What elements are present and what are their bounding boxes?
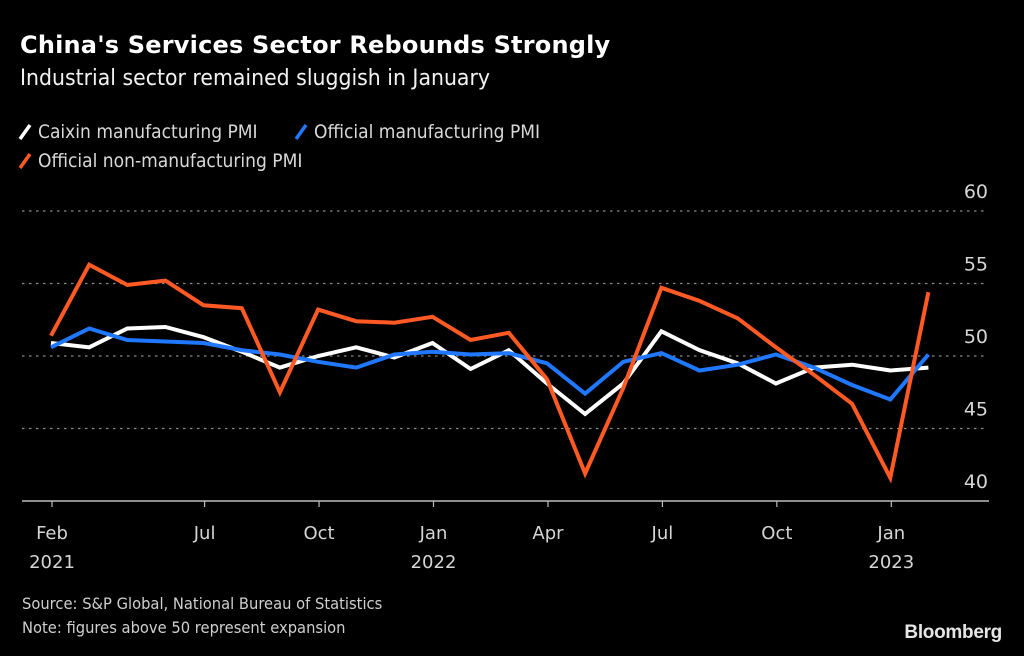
x-tick-year-label: 2023 [868, 552, 914, 573]
x-tick-label: Jul [651, 523, 674, 544]
x-tick-year-label: 2022 [411, 552, 457, 573]
legend-item-official-mfg: Official manufacturing PMI [294, 121, 565, 143]
x-tick-label: Apr [532, 523, 564, 544]
legend-swatch-blue-icon [294, 123, 308, 140]
legend: Caixin manufacturing PMI Official manufa… [18, 117, 577, 175]
x-tick-label: Oct [303, 523, 334, 544]
y-tick-label: 50 [964, 326, 988, 348]
legend-swatch-white-icon [18, 123, 32, 140]
legend-swatch-orange-icon [18, 152, 32, 169]
series-line-official-non-manufacturing-pmi [49, 261, 931, 484]
legend-label: Caixin manufacturing PMI [38, 120, 258, 143]
source-note: Source: S&P Global, National Bureau of S… [22, 594, 383, 613]
x-axis: Feb 2021 Jul Oct Jan 2022 Apr Jul Oct Jan 2023 [22, 500, 989, 573]
x-tick-year-label: 2021 [29, 552, 75, 573]
chart-subtitle: Industrial sector remained sluggish in J… [20, 66, 490, 91]
y-axis: 40 45 50 55 60 [964, 181, 988, 493]
x-tick-label: Jan [876, 523, 905, 544]
x-tick-label: Jul [193, 523, 216, 544]
series-line-caixin-manufacturing-pmi [50, 324, 929, 417]
series-lines [49, 261, 931, 484]
bloomberg-logo: Bloomberg [904, 622, 1002, 643]
footnote: Note: figures above 50 represent expansi… [22, 618, 346, 637]
legend-label: Official non-manufacturing PMI [38, 149, 303, 172]
legend-label: Official manufacturing PMI [314, 120, 541, 143]
y-tick-label: 55 [964, 254, 988, 276]
y-tick-label: 40 [964, 471, 988, 493]
y-tick-label: 60 [964, 181, 988, 203]
x-tick-label: Oct [761, 523, 792, 544]
footer: Source: S&P Global, National Bureau of S… [22, 592, 414, 640]
legend-item-official-non-mfg: Official non-manufacturing PMI [18, 150, 332, 172]
x-tick-label: Feb [36, 523, 68, 544]
x-tick-label: Jan [419, 523, 448, 544]
chart-title: China's Services Sector Rebounds Strongl… [20, 31, 611, 59]
legend-item-caixin: Caixin manufacturing PMI [18, 121, 282, 143]
y-tick-label: 45 [964, 399, 988, 421]
series-line-official-manufacturing-pmi [50, 326, 930, 402]
